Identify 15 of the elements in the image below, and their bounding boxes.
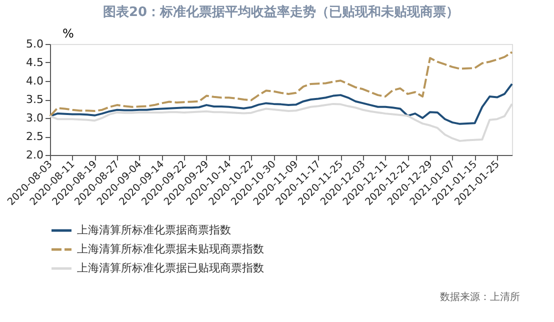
source-note: 数据来源：上清所 <box>440 291 520 303</box>
legend-label: 上海清算所标准化票据商票指数 <box>77 224 231 236</box>
line-series <box>49 82 513 125</box>
y-tick-label: 3.5 <box>26 93 44 106</box>
y-tick-label: 5.0 <box>26 38 44 50</box>
y-tick-label: 2.5 <box>26 130 44 143</box>
legend-label: 上海清算所标准化票据已贴现商票指数 <box>77 262 264 274</box>
line-series <box>49 51 513 118</box>
y-tick-label: 4.0 <box>26 74 44 88</box>
y-axis-title: % <box>62 26 74 40</box>
legend-label: 上海清算所标准化票据未贴现商票指数 <box>77 242 264 256</box>
y-tick-label: 3.0 <box>26 112 44 124</box>
y-tick-label: 2.0 <box>26 148 44 162</box>
y-tick-label: 4.5 <box>26 56 44 69</box>
chart-title: 图表20：标准化票据平均收益率走势（已贴现和未贴现商票） <box>102 4 460 20</box>
